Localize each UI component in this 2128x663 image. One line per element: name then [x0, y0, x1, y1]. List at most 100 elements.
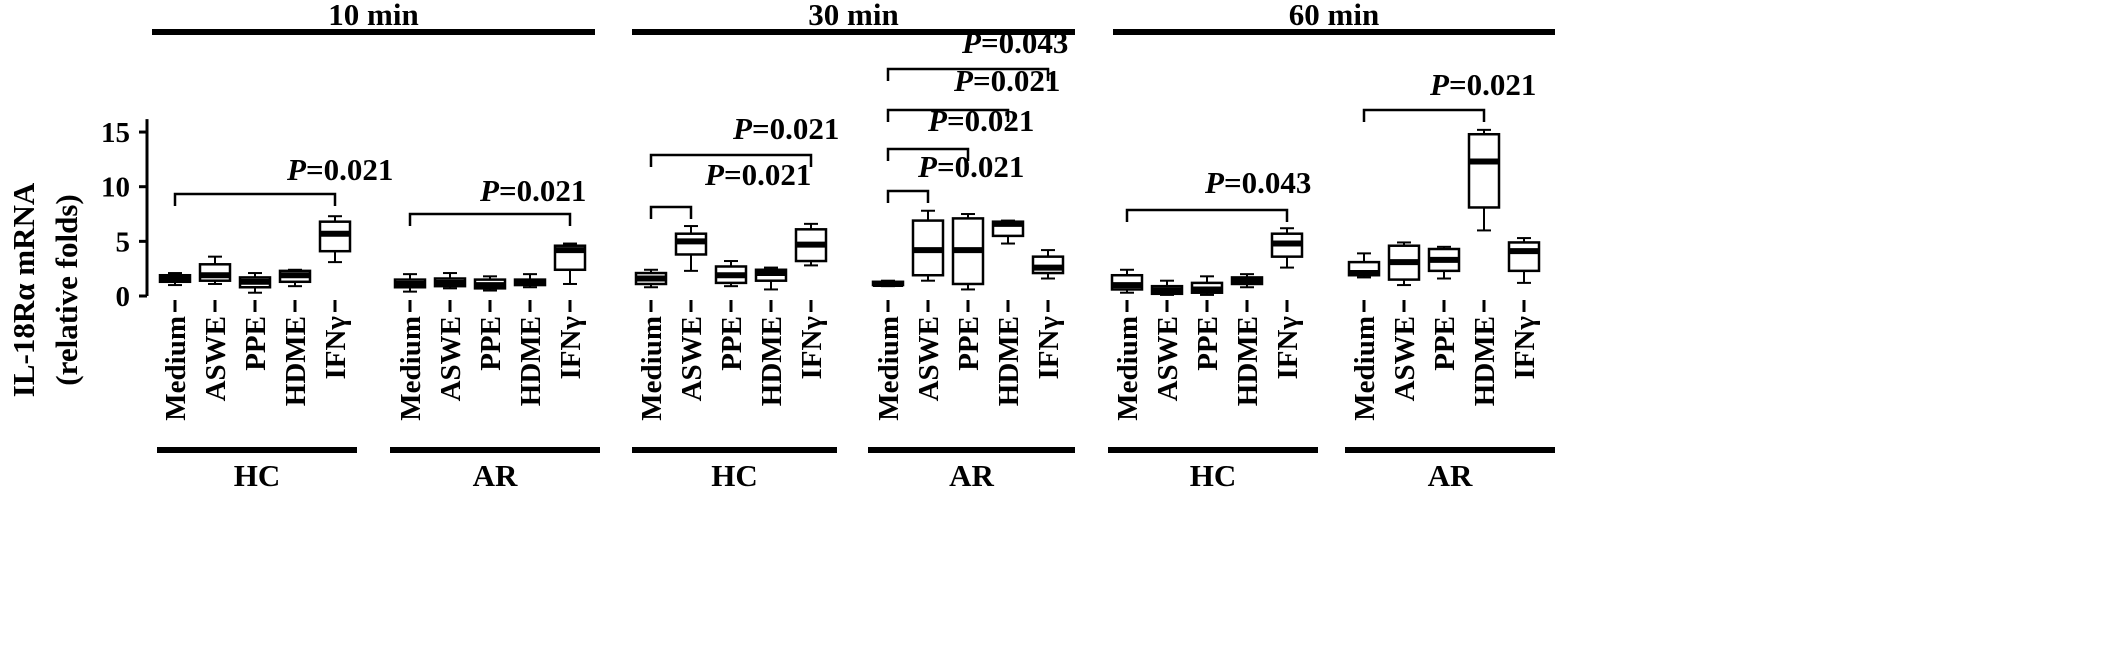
box-series	[158, 128, 1541, 296]
y-axis: 0 5 10 15	[101, 117, 149, 313]
box-30-min-hc-aswe	[674, 225, 708, 272]
x-tick-label-60-min-ar-ifngamma: IFNγ	[1509, 316, 1541, 380]
box-10-min-ar-hdme	[513, 273, 547, 289]
y-axis-title: IL-18Rα mRNA (relative folds)	[6, 182, 84, 397]
x-tick-label-30-min-ar-aswe: ASWE	[913, 316, 945, 401]
bracket-10-min-hc-medium-ifngamma-p-value: =0.021	[306, 152, 393, 187]
y-tick-label-5: 5	[116, 226, 131, 258]
x-tick-label-60-min-hc-ifngamma: IFNγ	[1272, 316, 1304, 380]
bracket-60-min-ar-medium-hdme-p-letter: P	[1429, 67, 1450, 102]
x-tick-label-60-min-ar-ppe: PPE	[1429, 316, 1461, 371]
time-point-headers: 10 min 30 min 60 min	[152, 0, 1555, 35]
x-tick-label-60-min-ar-hdme: HDME	[1469, 316, 1501, 406]
group-labels: HC AR HC AR HC AR	[157, 447, 1555, 493]
box-10-min-ar-medium	[393, 273, 427, 293]
box-group-30-min-ar	[871, 209, 1065, 291]
box-60-min-hc-medium	[1110, 268, 1144, 294]
bracket-30-min-hc-medium-ifngamma-label: P=0.021	[732, 111, 839, 146]
bracket-10-min-hc-medium-ifngamma	[173, 192, 337, 206]
bracket-30-min-ar-medium-ppe-label: P=0.021	[927, 103, 1034, 138]
bracket-30-min-hc-medium-ifngamma-p-value: =0.021	[752, 111, 839, 146]
bracket-30-min-ar-medium-aswe-p-value: =0.021	[937, 149, 1024, 184]
y-axis-sublabel: (relative folds)	[49, 194, 84, 385]
x-tick-label-30-min-hc-aswe: ASWE	[676, 316, 708, 401]
box-group-60-min-hc	[1110, 227, 1304, 296]
x-tick-label-60-min-hc-medium: Medium	[1112, 316, 1144, 421]
x-tick-label-10-min-ar-aswe: ASWE	[435, 316, 467, 401]
bracket-10-min-ar-medium-ifngamma-p-value: =0.021	[499, 173, 586, 208]
x-tick-label-30-min-ar-hdme: HDME	[993, 316, 1025, 406]
x-tick-label-30-min-hc-ppe: PPE	[716, 316, 748, 371]
box-10-min-ar-aswe	[433, 272, 467, 290]
bracket-10-min-ar-medium-ifngamma	[408, 212, 572, 226]
group-label-10-min-ar: AR	[473, 458, 518, 493]
x-tick-label-60-min-hc-ppe: PPE	[1192, 316, 1224, 371]
x-tick-label-30-min-hc-hdme: HDME	[756, 316, 788, 406]
x-tick-label-60-min-hc-hdme: HDME	[1232, 316, 1264, 406]
bracket-30-min-hc-medium-aswe-p-letter: P	[704, 157, 725, 192]
bracket-10-min-hc-medium-ifngamma-p-letter: P	[286, 152, 307, 187]
box-10-min-ar-ppe	[473, 275, 507, 292]
bracket-30-min-ar-medium-hdme	[886, 108, 1010, 122]
x-tick-label-60-min-hc-aswe: ASWE	[1152, 316, 1184, 401]
time-point-label-30-min: 30 min	[808, 0, 898, 32]
box-30-min-hc-ppe	[714, 260, 748, 288]
bracket-60-min-ar-medium-hdme-label: P=0.021	[1429, 67, 1536, 102]
bracket-10-min-ar-medium-ifngamma-label: P=0.021	[479, 173, 586, 208]
x-tick-label-30-min-ar-medium: Medium	[873, 316, 905, 421]
x-tick-label-60-min-ar-medium: Medium	[1349, 316, 1381, 421]
bracket-30-min-ar-medium-ifngamma-label: P=0.043	[961, 25, 1068, 60]
bracket-60-min-ar-medium-hdme	[1362, 108, 1486, 122]
box-group-10-min-ar	[393, 242, 587, 293]
box-30-min-ar-aswe	[911, 209, 945, 282]
bracket-10-min-ar-medium-ifngamma-p-letter: P	[479, 173, 500, 208]
group-label-60-min-hc: HC	[1190, 458, 1237, 493]
box-60-min-ar-ppe	[1427, 245, 1461, 280]
bracket-30-min-ar-medium-ifngamma-p-value: =0.043	[981, 25, 1068, 60]
box-30-min-hc-hdme	[754, 266, 788, 291]
y-axis-label: IL-18Rα mRNA	[6, 182, 41, 397]
bracket-60-min-hc-medium-ifngamma	[1125, 208, 1289, 222]
box-60-min-ar-hdme	[1467, 128, 1501, 232]
box-60-min-ar-ifngamma	[1507, 237, 1541, 284]
bracket-30-min-ar-medium-ppe	[886, 147, 970, 161]
box-group-10-min-hc	[158, 215, 352, 294]
x-tick-label-10-min-ar-ppe: PPE	[475, 316, 507, 371]
box-10-min-hc-ifngamma	[318, 215, 352, 264]
box-group-60-min-ar	[1347, 128, 1541, 287]
time-point-label-10-min: 10 min	[328, 0, 418, 32]
box-30-min-hc-medium	[634, 268, 668, 289]
x-tick-label-10-min-hc-hdme: HDME	[280, 316, 312, 406]
bracket-30-min-ar-medium-ppe-p-value: =0.021	[947, 103, 1034, 138]
group-label-30-min-hc: HC	[711, 458, 758, 493]
box-60-min-ar-hdme-iqr	[1467, 132, 1501, 209]
bracket-10-min-hc-medium-ifngamma-label: P=0.021	[286, 152, 393, 187]
bracket-30-min-ar-medium-aswe-p-letter: P	[917, 149, 938, 184]
box-30-min-ar-medium	[871, 279, 905, 288]
x-tick-label-30-min-hc-medium: Medium	[636, 316, 668, 421]
group-label-10-min-hc: HC	[234, 458, 281, 493]
box-60-min-ar-ifngamma-iqr	[1507, 241, 1541, 273]
box-10-min-hc-ppe	[238, 272, 272, 294]
x-tick-label-30-min-hc-ifngamma: IFNγ	[796, 316, 828, 380]
bracket-30-min-hc-medium-aswe	[649, 205, 693, 219]
box-60-min-ar-medium	[1347, 252, 1381, 279]
box-10-min-ar-ifngamma	[553, 242, 587, 285]
bracket-60-min-ar-medium-hdme-p-value: =0.021	[1449, 67, 1536, 102]
bracket-30-min-ar-medium-ifngamma-p-letter: P	[961, 25, 982, 60]
x-tick-label-60-min-ar-aswe: ASWE	[1389, 316, 1421, 401]
box-60-min-ar-aswe	[1387, 241, 1421, 287]
y-tick-label-0: 0	[116, 281, 131, 313]
x-tick-label-10-min-ar-ifngamma: IFNγ	[555, 316, 587, 380]
box-60-min-hc-ppe	[1190, 275, 1224, 296]
box-10-min-hc-aswe	[198, 255, 232, 285]
y-tick-label-10: 10	[101, 172, 130, 204]
box-30-min-ar-ppe	[951, 213, 985, 291]
bracket-30-min-ar-medium-ppe-p-letter: P	[927, 103, 948, 138]
bracket-30-min-ar-medium-ifngamma	[886, 67, 1050, 81]
x-tick-label-10-min-hc-ppe: PPE	[240, 316, 272, 371]
box-group-30-min-hc	[634, 222, 828, 291]
x-tick-label-10-min-hc-aswe: ASWE	[200, 316, 232, 401]
